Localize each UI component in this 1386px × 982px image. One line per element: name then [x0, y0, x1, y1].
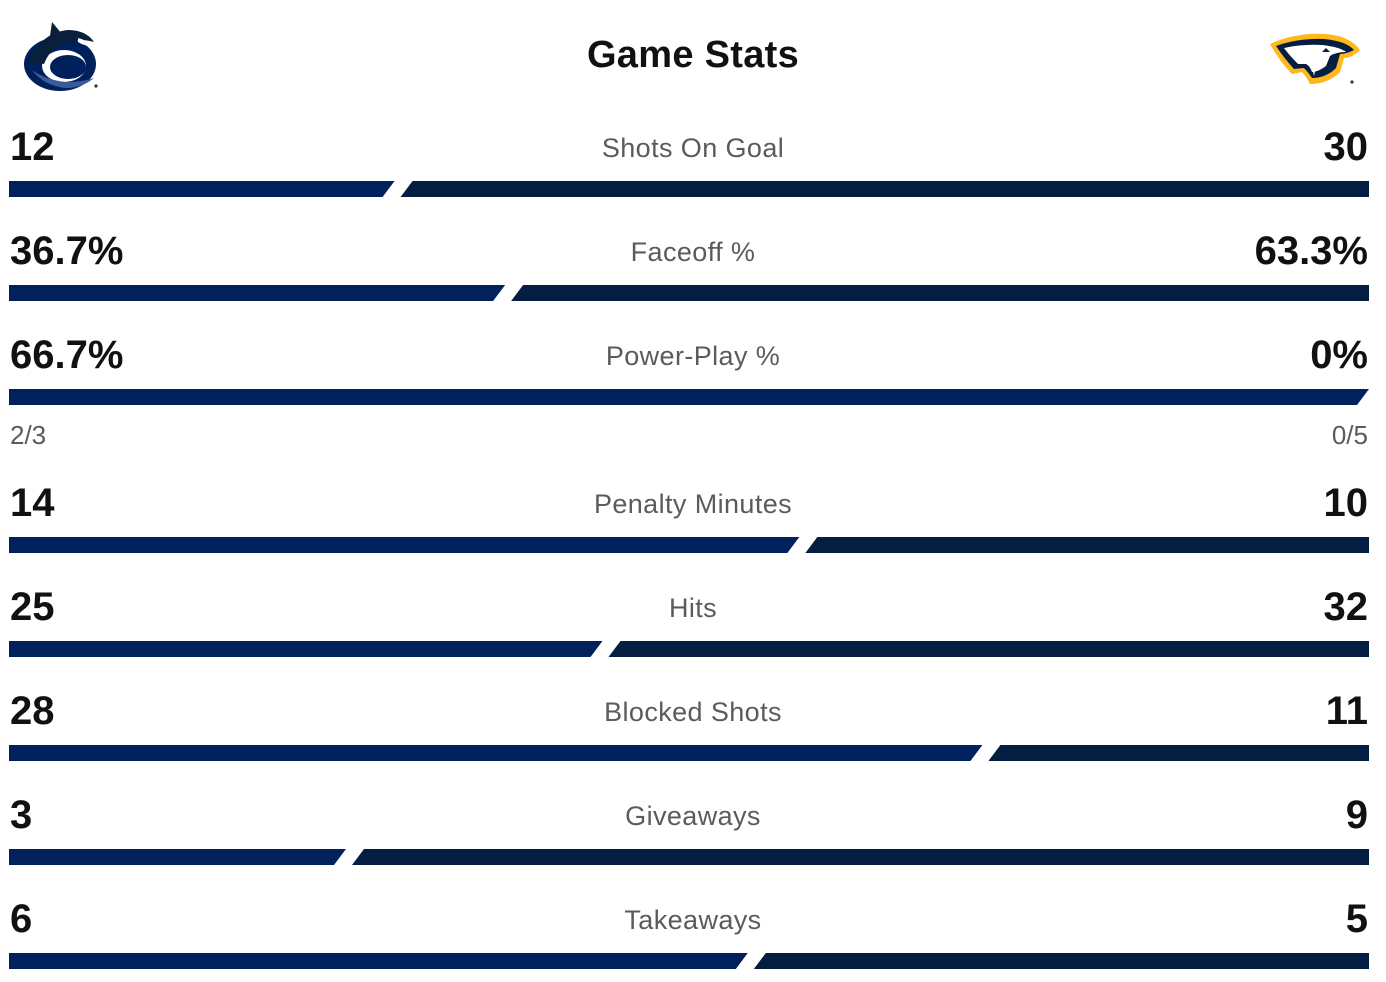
comparison-bar	[9, 745, 1369, 761]
comparison-bar	[9, 849, 1369, 865]
away-value: 30	[1323, 125, 1369, 169]
away-bar-segment	[988, 745, 1369, 761]
home-bar-segment	[9, 849, 346, 865]
away-value: 11	[1325, 689, 1368, 733]
away-value: 5	[1345, 897, 1368, 941]
comparison-bar	[9, 181, 1369, 197]
page-title: Game Stats	[586, 34, 800, 76]
stat-row-faceoff: 36.7% Faceoff % 63.3%	[0, 227, 1386, 307]
home-value: 25	[10, 585, 55, 629]
away-bar-segment	[805, 537, 1369, 553]
home-bar-segment	[9, 641, 603, 657]
stat-row-giveaways: 3 Giveaways 9	[0, 791, 1386, 871]
home-bar-segment	[9, 537, 800, 553]
stat-label: Giveaways	[625, 801, 761, 831]
home-bar-segment	[9, 181, 395, 197]
stat-label: Blocked Shots	[604, 697, 782, 727]
comparison-bar	[9, 537, 1369, 553]
stat-label: Power-Play %	[605, 341, 781, 371]
home-bar-segment	[9, 389, 1369, 405]
home-value: 3	[10, 793, 33, 837]
home-sub-value: 2/3	[10, 420, 47, 450]
away-bar-segment	[400, 181, 1369, 197]
stat-row-takeaways: 6 Takeaways 5	[0, 895, 1386, 975]
stat-row-blocked-shots: 28 Blocked Shots 11	[0, 687, 1386, 767]
stat-row-hits: 25 Hits 32	[0, 583, 1386, 663]
predators-sabertooth-logo-icon	[1270, 33, 1360, 84]
away-bar-segment	[352, 849, 1369, 865]
away-sub-value: 0/5	[1331, 420, 1368, 450]
stat-row-shots-on-goal: 12 Shots On Goal 30	[0, 123, 1386, 203]
comparison-bar	[9, 285, 1369, 301]
stat-label: Shots On Goal	[601, 133, 785, 163]
stat-row-power-play: 66.7% Power-Play % 0% 2/3 0/5	[0, 331, 1386, 455]
away-value: 9	[1345, 793, 1368, 837]
comparison-bar	[9, 641, 1369, 657]
home-bar-segment	[9, 953, 748, 969]
home-bar-segment	[9, 285, 506, 301]
away-bar-segment	[753, 953, 1369, 969]
home-value: 66.7%	[10, 333, 124, 377]
away-bar-segment	[511, 285, 1369, 301]
stat-row-penalty-minutes: 14 Penalty Minutes 10	[0, 479, 1386, 559]
home-value: 36.7%	[10, 229, 124, 273]
home-bar-segment	[9, 745, 983, 761]
away-value: 63.3%	[1254, 229, 1368, 273]
stats-header: Game Stats	[0, 0, 1386, 110]
home-value: 6	[10, 897, 33, 941]
comparison-bar	[9, 953, 1369, 969]
stat-label: Faceoff %	[630, 237, 756, 267]
home-value: 14	[10, 481, 55, 525]
comparison-bar	[9, 389, 1369, 405]
home-value: 12	[10, 125, 55, 169]
canucks-orca-logo-icon	[24, 22, 98, 91]
away-bar-segment	[608, 641, 1369, 657]
stat-label: Penalty Minutes	[593, 489, 793, 519]
home-value: 28	[10, 689, 55, 733]
away-value: 10	[1323, 481, 1369, 525]
away-value: 0%	[1310, 333, 1368, 377]
away-value: 32	[1323, 585, 1369, 629]
stat-label: Hits	[668, 593, 718, 623]
stat-label: Takeaways	[624, 905, 762, 935]
